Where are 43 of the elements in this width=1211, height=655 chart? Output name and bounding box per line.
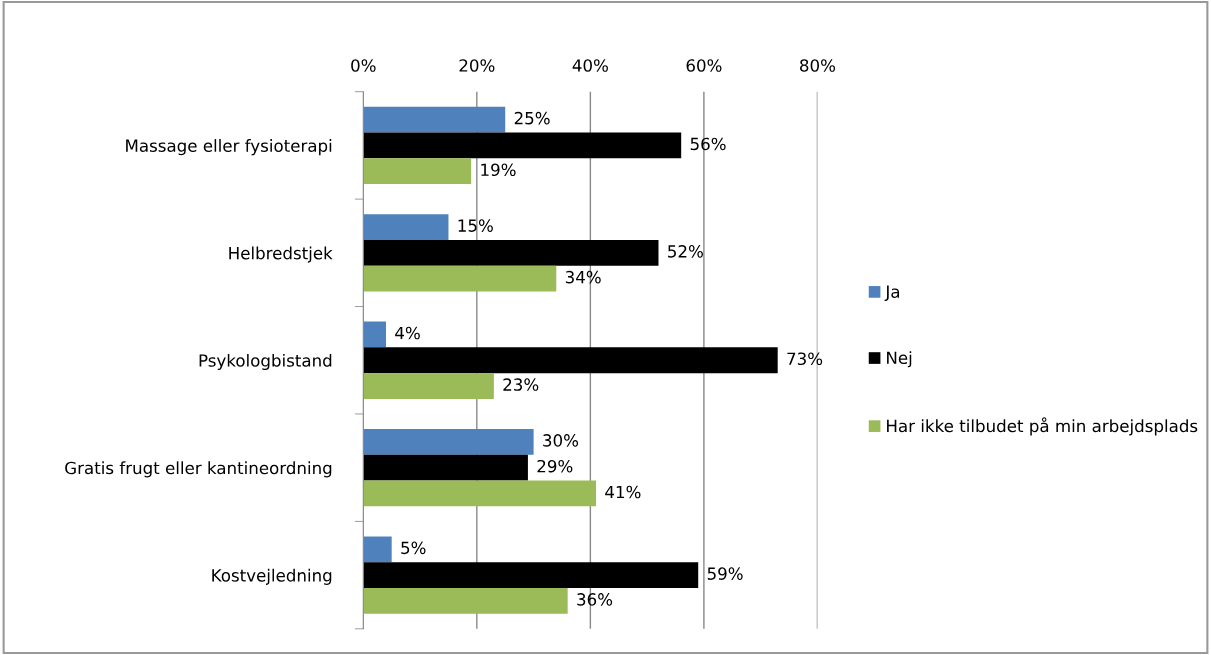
data-label: 52% <box>668 245 703 258</box>
bar <box>363 265 557 292</box>
y-tick-label: Massage eller fysioterapi <box>126 139 332 156</box>
x-tick-label: 40% <box>572 59 608 72</box>
bar <box>363 106 506 133</box>
data-label: 5% <box>401 541 426 555</box>
bar <box>363 158 472 185</box>
bar <box>363 480 597 507</box>
bar <box>363 429 534 455</box>
y-tick-label: Helbredstjek <box>229 246 333 263</box>
data-label: 29% <box>537 459 573 473</box>
data-label: 59% <box>707 567 743 580</box>
bar <box>363 321 387 348</box>
x-tick-label: 0% <box>351 59 376 72</box>
legend-label: Ja <box>884 285 900 302</box>
legend-label: Nej <box>887 351 912 368</box>
data-label: 41% <box>605 485 641 499</box>
data-label: 30% <box>543 434 579 447</box>
data-label: 73% <box>787 352 823 366</box>
legend-label: Har ikke tilbudet på min arbejdsplads <box>887 417 1198 436</box>
data-label: 56% <box>690 137 726 151</box>
y-tick-label: Gratis frugt eller kantineordning <box>65 461 332 478</box>
data-label: 15% <box>458 219 493 232</box>
data-label: 25% <box>514 111 550 125</box>
bar <box>363 373 494 399</box>
bar <box>363 536 392 563</box>
x-tick-label: 60% <box>686 59 722 72</box>
bar <box>363 214 449 240</box>
data-label: 19% <box>481 163 516 177</box>
x-tick-label: 20% <box>459 59 495 72</box>
bar <box>363 562 699 588</box>
data-label: 4% <box>395 326 420 340</box>
data-label: 34% <box>565 270 601 284</box>
y-tick-label: Kostvejledning <box>212 568 332 585</box>
y-tick-label: Psykologbistand <box>199 353 332 371</box>
bar <box>363 239 659 266</box>
data-label: 23% <box>503 378 539 391</box>
bar <box>363 454 528 481</box>
data-label: 36% <box>577 593 613 606</box>
bar <box>363 347 778 374</box>
bar <box>363 132 682 159</box>
x-tick-label: 80% <box>800 59 836 72</box>
bar <box>363 587 568 614</box>
